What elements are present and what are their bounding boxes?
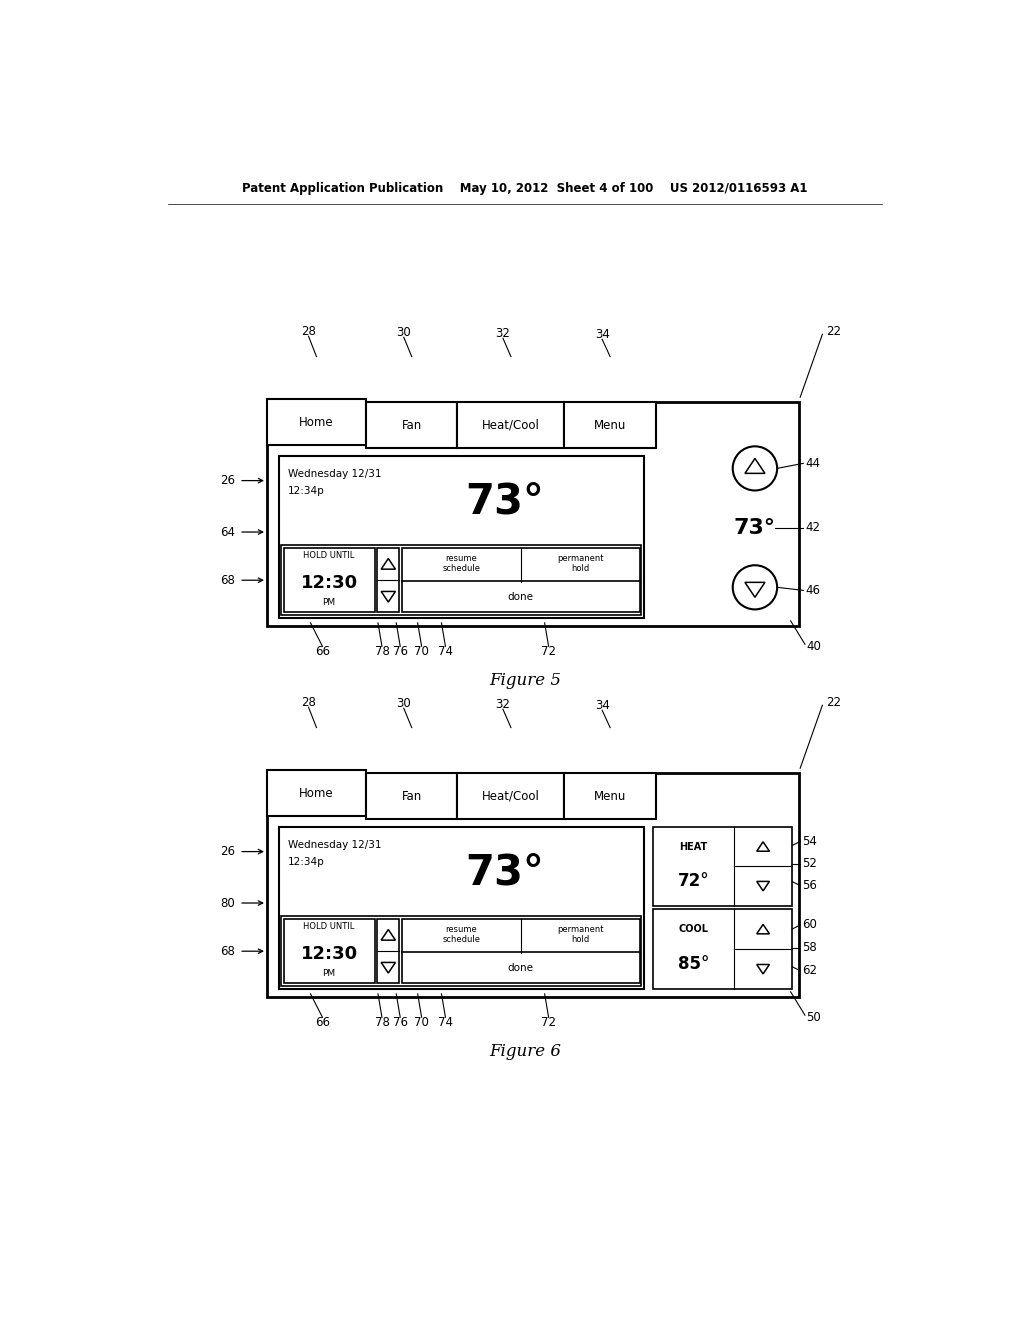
Text: Fan: Fan (401, 418, 422, 432)
Text: 72: 72 (541, 1016, 556, 1028)
Text: 68: 68 (220, 945, 236, 958)
Text: 32: 32 (496, 327, 510, 339)
Text: Heat/Cool: Heat/Cool (482, 418, 540, 432)
Text: 46: 46 (805, 583, 820, 597)
Text: resume
schedule: resume schedule (442, 925, 480, 944)
FancyBboxPatch shape (367, 774, 458, 818)
Text: 74: 74 (438, 1016, 453, 1028)
Text: 30: 30 (396, 326, 412, 339)
FancyBboxPatch shape (564, 774, 655, 818)
Text: HOLD UNTIL: HOLD UNTIL (303, 552, 355, 561)
FancyBboxPatch shape (282, 916, 641, 986)
Text: Wednesday 12/31: Wednesday 12/31 (289, 469, 382, 479)
Text: 12:30: 12:30 (301, 945, 357, 964)
FancyBboxPatch shape (282, 545, 641, 615)
FancyBboxPatch shape (284, 919, 375, 983)
Text: 26: 26 (220, 474, 236, 487)
FancyBboxPatch shape (401, 919, 640, 953)
Text: 42: 42 (805, 521, 820, 535)
Text: HEAT: HEAT (680, 842, 708, 851)
Text: Patent Application Publication    May 10, 2012  Sheet 4 of 100    US 2012/011659: Patent Application Publication May 10, 2… (242, 182, 808, 195)
Text: 66: 66 (315, 1016, 330, 1028)
FancyBboxPatch shape (267, 774, 799, 997)
Text: 62: 62 (802, 965, 817, 977)
Text: Heat/Cool: Heat/Cool (482, 789, 540, 803)
FancyBboxPatch shape (564, 403, 655, 447)
Text: Fan: Fan (401, 789, 422, 803)
Text: Home: Home (299, 787, 334, 800)
FancyBboxPatch shape (279, 455, 644, 618)
Text: PM: PM (323, 969, 336, 978)
Text: 22: 22 (826, 696, 842, 709)
Text: 66: 66 (315, 645, 330, 657)
Text: PM: PM (323, 598, 336, 607)
Text: 28: 28 (301, 325, 316, 338)
Text: Figure 5: Figure 5 (488, 672, 561, 689)
FancyBboxPatch shape (458, 774, 564, 818)
FancyBboxPatch shape (377, 548, 399, 612)
FancyBboxPatch shape (267, 771, 367, 816)
Text: done: done (508, 964, 534, 973)
Text: 72°: 72° (678, 871, 710, 890)
Text: 34: 34 (595, 327, 609, 341)
Text: 74: 74 (438, 645, 453, 657)
Text: 32: 32 (496, 698, 510, 710)
FancyBboxPatch shape (267, 403, 799, 626)
Text: 30: 30 (396, 697, 412, 710)
Text: 73°: 73° (734, 517, 776, 537)
Text: 56: 56 (802, 879, 817, 892)
Text: 64: 64 (220, 525, 236, 539)
Text: 80: 80 (220, 896, 236, 909)
Text: 68: 68 (220, 574, 236, 586)
Text: 58: 58 (802, 941, 816, 954)
Text: resume
schedule: resume schedule (442, 554, 480, 573)
Text: Wednesday 12/31: Wednesday 12/31 (289, 840, 382, 850)
FancyBboxPatch shape (367, 403, 458, 447)
Text: Menu: Menu (594, 418, 627, 432)
Text: 73°: 73° (466, 851, 545, 894)
Text: 76: 76 (393, 645, 408, 657)
FancyBboxPatch shape (267, 399, 367, 445)
FancyBboxPatch shape (458, 403, 564, 447)
Text: Menu: Menu (594, 789, 627, 803)
Text: 34: 34 (595, 698, 609, 711)
FancyBboxPatch shape (401, 581, 640, 612)
Text: Home: Home (299, 416, 334, 429)
Text: 70: 70 (414, 1016, 429, 1028)
Text: 78: 78 (375, 645, 389, 657)
Text: HOLD UNTIL: HOLD UNTIL (303, 923, 355, 932)
Text: 73°: 73° (466, 480, 545, 523)
FancyBboxPatch shape (401, 952, 640, 983)
Text: 85°: 85° (678, 954, 710, 973)
Text: 60: 60 (802, 919, 817, 932)
Text: 40: 40 (807, 640, 821, 653)
Text: 22: 22 (826, 325, 842, 338)
FancyBboxPatch shape (279, 826, 644, 989)
Text: 44: 44 (805, 457, 820, 470)
FancyBboxPatch shape (653, 826, 793, 906)
Text: permanent
hold: permanent hold (557, 925, 603, 944)
Text: 12:34p: 12:34p (289, 486, 325, 496)
Text: 70: 70 (414, 645, 429, 657)
Text: done: done (508, 593, 534, 602)
Text: 50: 50 (807, 1011, 821, 1024)
FancyBboxPatch shape (377, 919, 399, 983)
FancyBboxPatch shape (284, 548, 375, 612)
Text: 52: 52 (802, 857, 817, 870)
Text: 12:30: 12:30 (301, 574, 357, 593)
Text: Figure 6: Figure 6 (488, 1043, 561, 1060)
Text: COOL: COOL (679, 924, 709, 935)
Text: 78: 78 (375, 1016, 389, 1028)
FancyBboxPatch shape (653, 909, 793, 989)
Text: 12:34p: 12:34p (289, 857, 325, 867)
Text: 72: 72 (541, 645, 556, 657)
Text: permanent
hold: permanent hold (557, 554, 603, 573)
Text: 76: 76 (393, 1016, 408, 1028)
Text: 28: 28 (301, 696, 316, 709)
Text: 26: 26 (220, 845, 236, 858)
FancyBboxPatch shape (401, 548, 640, 582)
Text: 54: 54 (802, 836, 817, 847)
